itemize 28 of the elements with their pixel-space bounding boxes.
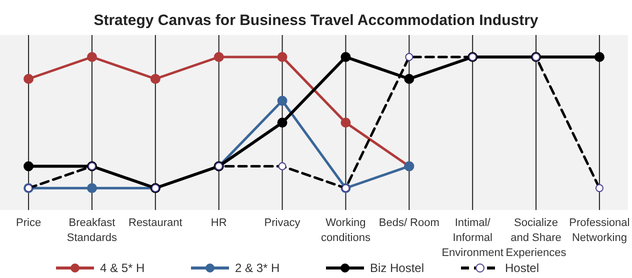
legend-label: Biz Hostel [370, 261, 424, 275]
point [214, 52, 224, 62]
point [86, 52, 97, 62]
x-tick-label: Price [16, 217, 42, 229]
x-tick-label: Intimal/ Informal Environment [442, 217, 504, 259]
x-tick-label: Breakfast Standards [66, 217, 118, 244]
x-tick-label: Privacy [264, 217, 301, 229]
point [340, 118, 351, 128]
point [277, 118, 288, 128]
point [150, 74, 160, 84]
x-tick-label: Socialize and Share Experiences [506, 217, 567, 259]
legend-label: 4 & 5* H [100, 261, 145, 275]
point [277, 52, 288, 62]
x-tick-label: Beds/ Room [378, 217, 440, 229]
legend-label: 2 & 3* H [235, 261, 280, 275]
point [86, 183, 97, 194]
point [24, 161, 34, 172]
x-tick-label: Professional Networking [569, 217, 630, 244]
x-tick-label: Working conditions [320, 217, 371, 244]
point [277, 96, 288, 106]
legend-label: Hostel [505, 261, 540, 275]
x-tick-label: Restaurant [128, 217, 182, 229]
point [340, 52, 351, 62]
point [404, 74, 414, 84]
chart-title: Strategy Canvas for Business Travel Accommodation Industry [94, 12, 539, 29]
x-tick-label: HR [210, 217, 227, 229]
point [24, 74, 34, 84]
point [594, 52, 604, 62]
